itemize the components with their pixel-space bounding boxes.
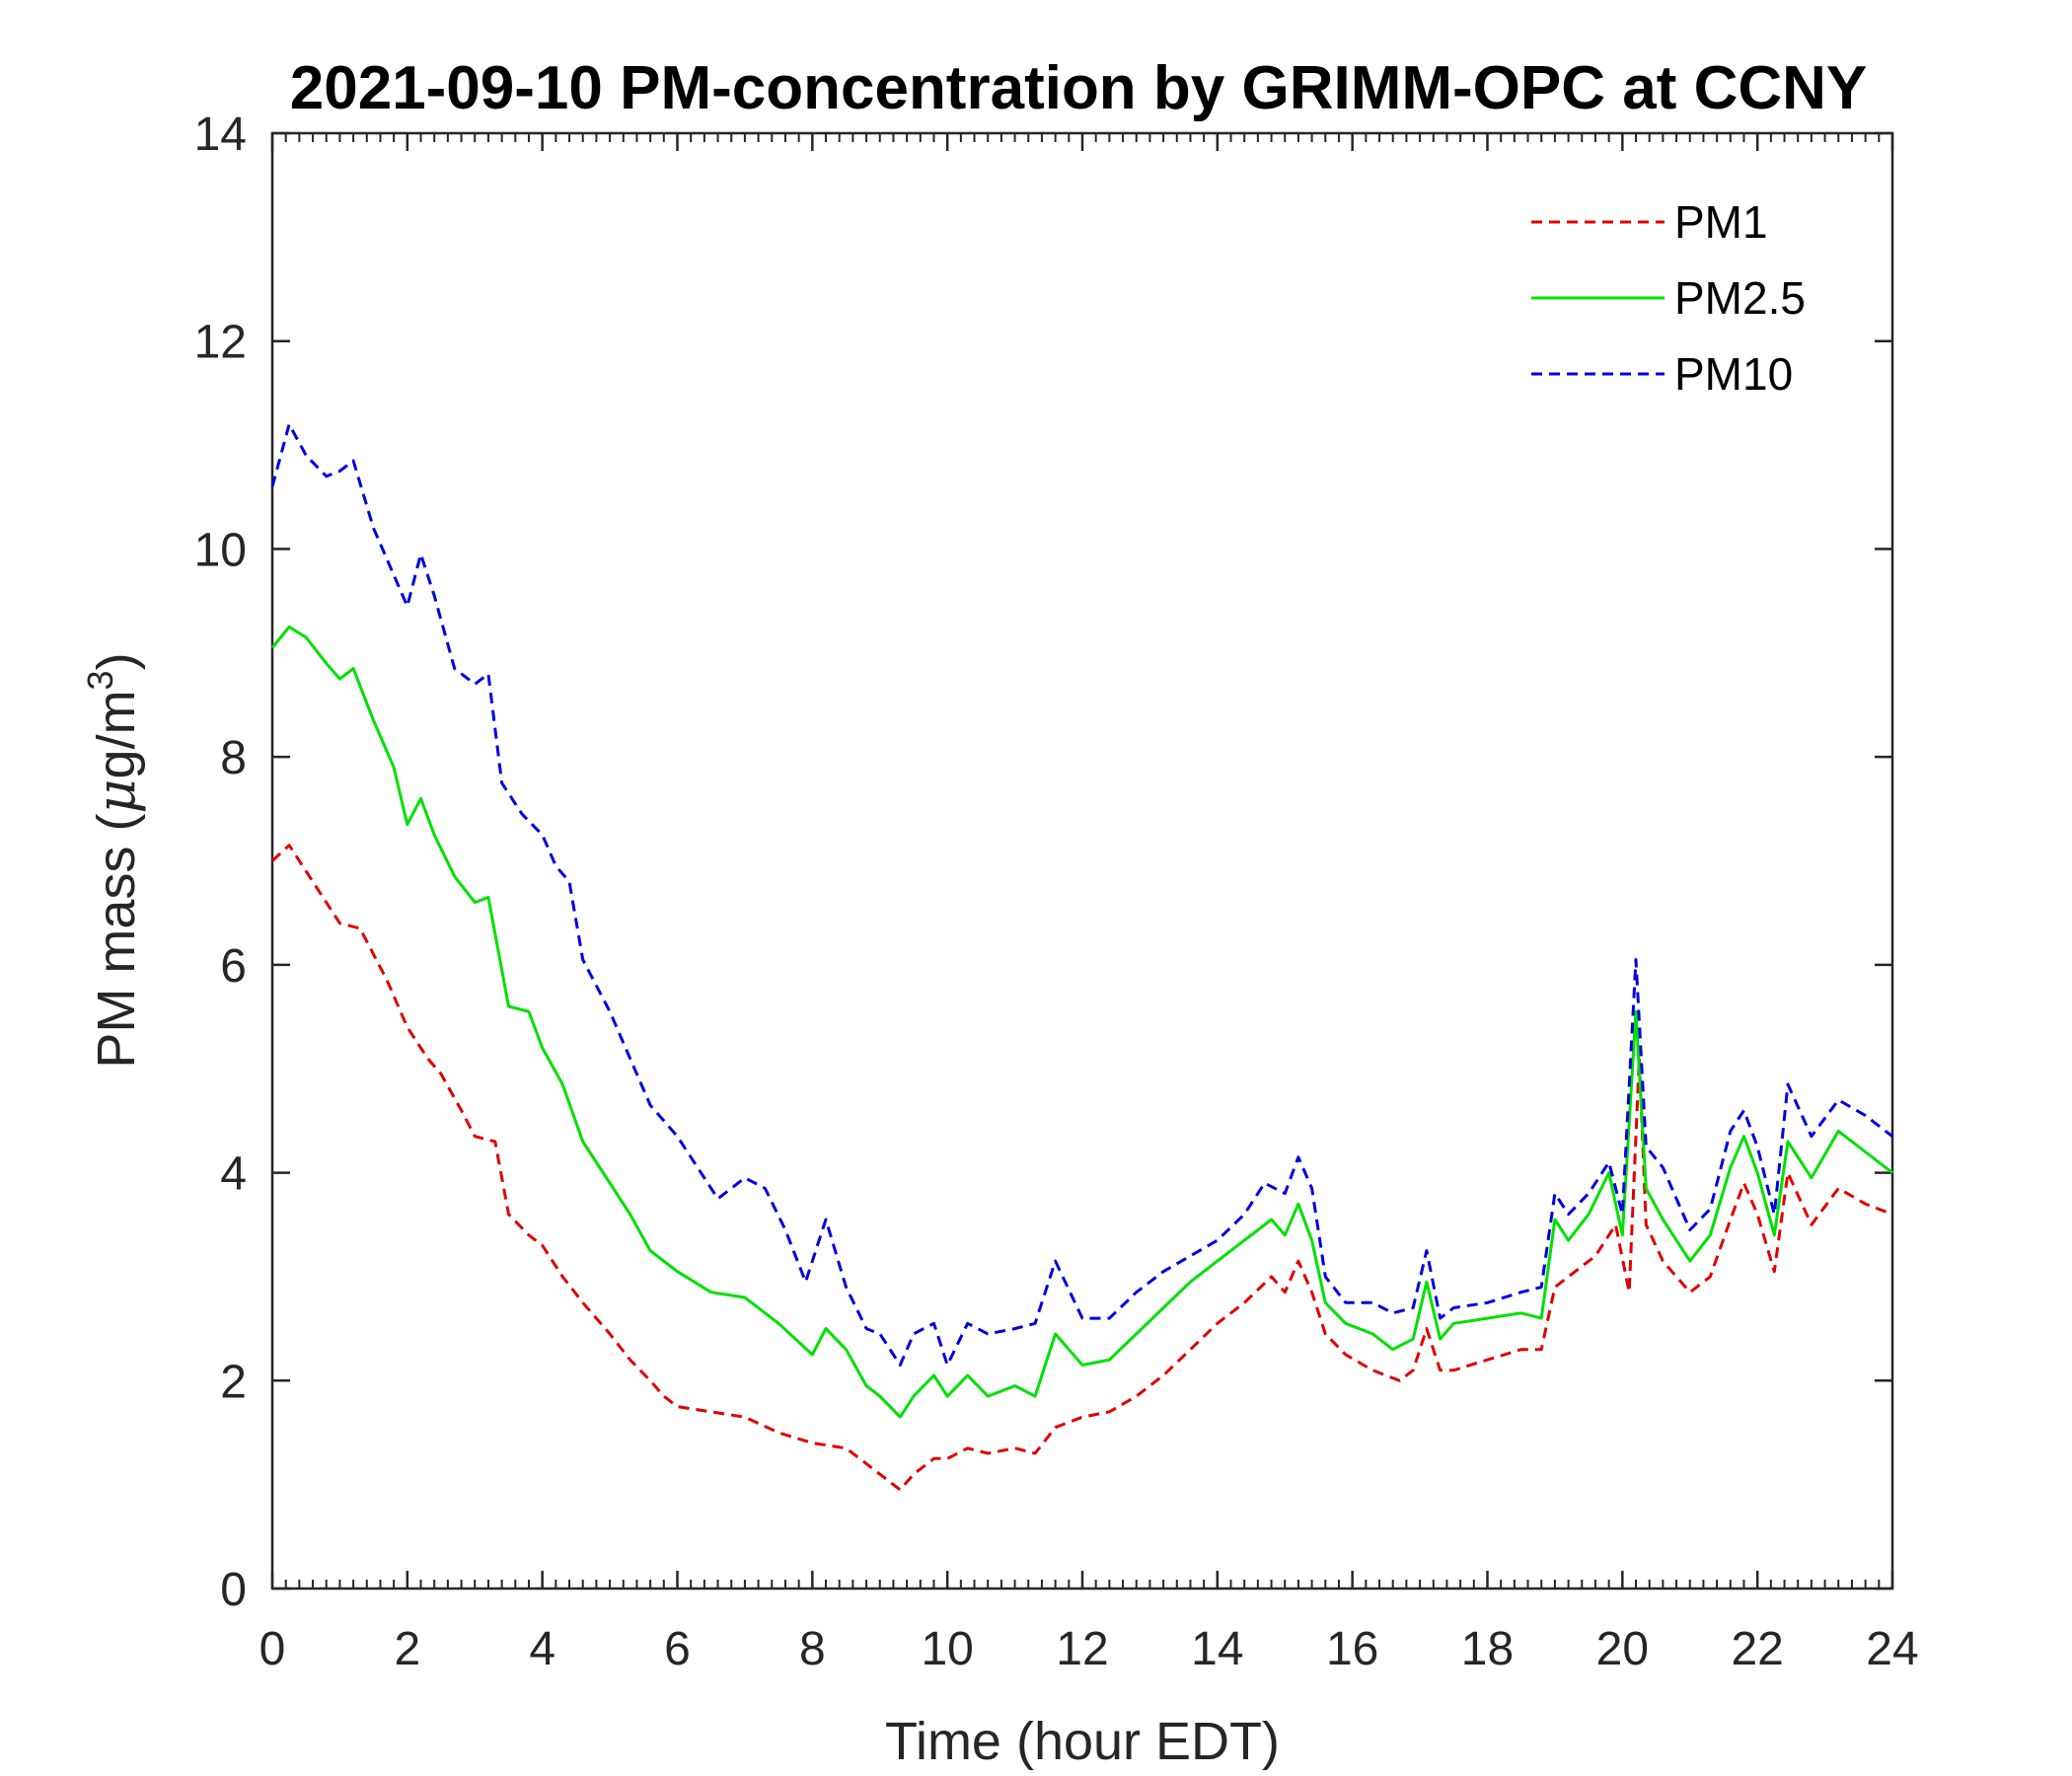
y-tick-label: 4 <box>220 1148 247 1201</box>
y-axis-label-mu: μ <box>85 778 147 813</box>
series-line-pm10 <box>270 422 1893 1367</box>
x-tick-label: 16 <box>1326 1623 1378 1675</box>
x-tick-label: 0 <box>259 1623 286 1675</box>
y-tick-label: 2 <box>220 1356 247 1408</box>
x-tick-label: 10 <box>921 1623 973 1675</box>
major-ticks <box>270 131 1894 1591</box>
x-tick-label: 20 <box>1596 1623 1649 1675</box>
x-tick-labels: 0 2 4 6 8 10 12 14 16 18 20 22 24 <box>259 1623 1919 1675</box>
series-line-pm25 <box>270 625 1893 1419</box>
series-line-pm1 <box>270 844 1893 1492</box>
y-tick-label: 8 <box>220 732 247 784</box>
minor-ticks <box>284 133 1881 1589</box>
y-tick-labels: 0 2 4 6 8 10 12 14 <box>194 109 247 1616</box>
x-tick-label: 4 <box>529 1623 555 1675</box>
legend-label-pm1: PM1 <box>1674 196 1768 248</box>
y-tick-label: 0 <box>220 1564 247 1616</box>
y-tick-label: 6 <box>220 940 247 993</box>
legend-label-pm10: PM10 <box>1674 348 1793 400</box>
legend: PM1 PM2.5 PM10 <box>1531 196 1806 400</box>
y-tick-label: 12 <box>194 317 247 369</box>
x-axis-label: Time (hour EDT) <box>885 1712 1280 1771</box>
x-tick-label: 24 <box>1866 1623 1918 1675</box>
y-tick-label: 10 <box>194 524 247 576</box>
series-lines <box>270 422 1893 1492</box>
y-tick-label: 14 <box>194 109 247 161</box>
x-tick-label: 8 <box>799 1623 826 1675</box>
x-tick-label: 12 <box>1056 1623 1108 1675</box>
legend-label-pm25: PM2.5 <box>1674 272 1806 324</box>
x-tick-label: 6 <box>664 1623 691 1675</box>
y-axis-label-suffix: ) <box>87 652 146 670</box>
axes-box <box>270 131 1894 1591</box>
x-tick-label: 2 <box>394 1623 420 1675</box>
y-axis-label-unit: g/m <box>87 690 146 778</box>
y-axis-label: PM mass (μg/m3) <box>80 652 147 1068</box>
y-axis-label-prefix: PM mass ( <box>87 814 146 1069</box>
x-tick-label: 22 <box>1731 1623 1783 1675</box>
x-tick-label: 18 <box>1461 1623 1514 1675</box>
y-axis-label-exponent: 3 <box>80 670 120 690</box>
x-tick-label: 14 <box>1191 1623 1243 1675</box>
chart-title: 2021-09-10 PM-concentration by GRIMM-OPC… <box>290 54 1868 122</box>
